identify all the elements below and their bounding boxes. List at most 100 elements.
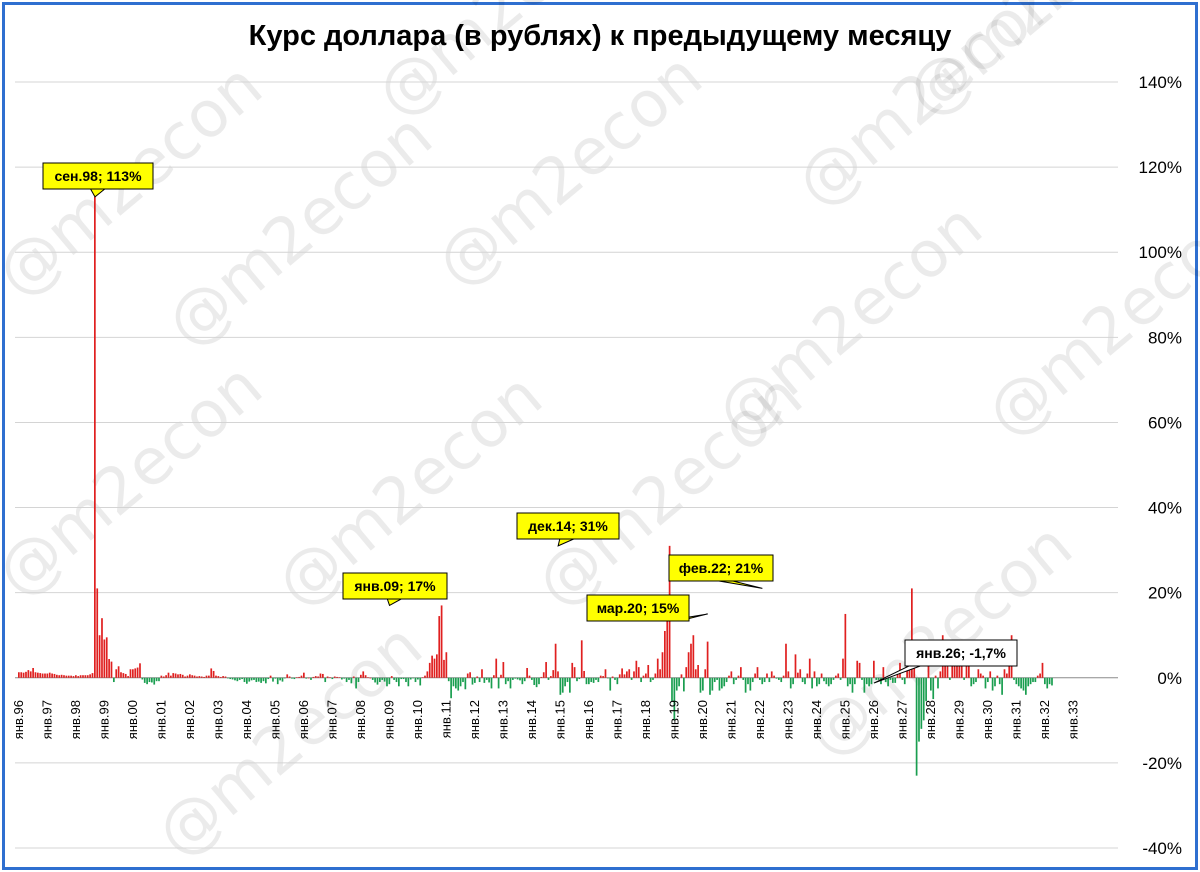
bar: [46, 673, 49, 678]
bar: [101, 618, 103, 678]
callout-label: мар.20; 15%: [597, 600, 680, 616]
bar: [652, 677, 654, 680]
bar: [728, 675, 730, 678]
callout-box: [586, 594, 690, 622]
y-tick-label: 0%: [1157, 669, 1182, 688]
x-tick-label: янв.17: [610, 700, 625, 739]
bar: [998, 677, 1001, 685]
bar: [459, 677, 462, 687]
bar: [421, 677, 424, 678]
bar: [153, 677, 156, 685]
bar: [141, 677, 144, 680]
bar: [820, 673, 823, 678]
bar: [908, 665, 911, 678]
bar: [920, 677, 923, 729]
bar: [706, 641, 709, 678]
bar: [763, 677, 766, 683]
bar: [903, 677, 906, 685]
bar: [1017, 677, 1020, 687]
bar: [623, 674, 626, 678]
x-axis-ticks: янв.96 янв.97 янв.98 янв.99 янв.00 янв.01 янв.…: [11, 700, 1081, 739]
bar: [443, 659, 445, 678]
bar: [483, 677, 486, 683]
bar: [63, 675, 65, 678]
bar: [664, 630, 666, 678]
x-tick-label: янв.33: [1066, 700, 1081, 739]
bar: [721, 677, 723, 689]
bar: [402, 677, 405, 680]
bar: [602, 676, 604, 678]
bar: [288, 676, 291, 678]
callout: дек.14; 31%: [516, 512, 620, 547]
bar: [711, 677, 714, 691]
bar: [863, 677, 866, 693]
bar: [963, 677, 965, 680]
bar: [162, 676, 165, 678]
bar: [911, 588, 913, 678]
bar: [1013, 677, 1015, 680]
bar: [564, 677, 566, 687]
bar: [248, 677, 251, 682]
x-tick-label: янв.22: [752, 700, 767, 739]
bar: [89, 674, 91, 678]
bar: [889, 677, 892, 680]
bar: [319, 673, 322, 678]
bar: [735, 677, 737, 680]
bar: [267, 677, 270, 680]
bar: [842, 658, 844, 678]
bar: [303, 672, 305, 678]
bar: [590, 677, 593, 683]
bar: [438, 616, 441, 678]
bar: [243, 677, 246, 683]
bar: [614, 677, 616, 680]
bar: [1029, 677, 1032, 685]
bar: [203, 676, 205, 678]
bar: [718, 677, 721, 691]
callout-box: [668, 554, 774, 582]
bar: [747, 677, 749, 685]
bar: [208, 675, 210, 678]
bar: [445, 652, 448, 678]
bar: [22, 672, 25, 678]
y-tick-label: 120%: [1139, 158, 1182, 177]
x-tick-label: янв.06: [296, 700, 311, 739]
bar: [338, 677, 341, 678]
bar: [471, 677, 474, 685]
bar: [265, 677, 267, 684]
bar: [818, 677, 821, 685]
bar: [956, 656, 958, 678]
bar: [291, 677, 293, 679]
bar: [837, 673, 840, 678]
bar: [466, 673, 469, 678]
bar: [502, 662, 505, 678]
bar: [782, 675, 785, 678]
bar: [189, 674, 191, 678]
bar: [447, 677, 450, 682]
bar: [272, 677, 274, 682]
bar: [329, 677, 331, 678]
bar: [75, 675, 77, 678]
bar: [934, 675, 937, 678]
bar: [607, 677, 609, 679]
bar: [571, 662, 574, 678]
bar: [894, 677, 897, 683]
bar: [1027, 677, 1030, 687]
bar: [972, 677, 975, 685]
bar: [1006, 673, 1008, 678]
bar: [675, 677, 678, 691]
bar: [633, 671, 635, 678]
bar: [737, 675, 740, 678]
bar: [702, 677, 704, 691]
bar: [789, 677, 792, 689]
x-tick-label: янв.02: [182, 700, 197, 739]
x-tick-label: янв.29: [952, 700, 967, 739]
y-tick-label: 100%: [1139, 243, 1182, 262]
bar: [56, 674, 58, 678]
bar: [1041, 662, 1044, 678]
bar: [407, 677, 410, 687]
bar: [768, 677, 771, 683]
bar: [661, 652, 664, 678]
bar: [699, 677, 702, 693]
